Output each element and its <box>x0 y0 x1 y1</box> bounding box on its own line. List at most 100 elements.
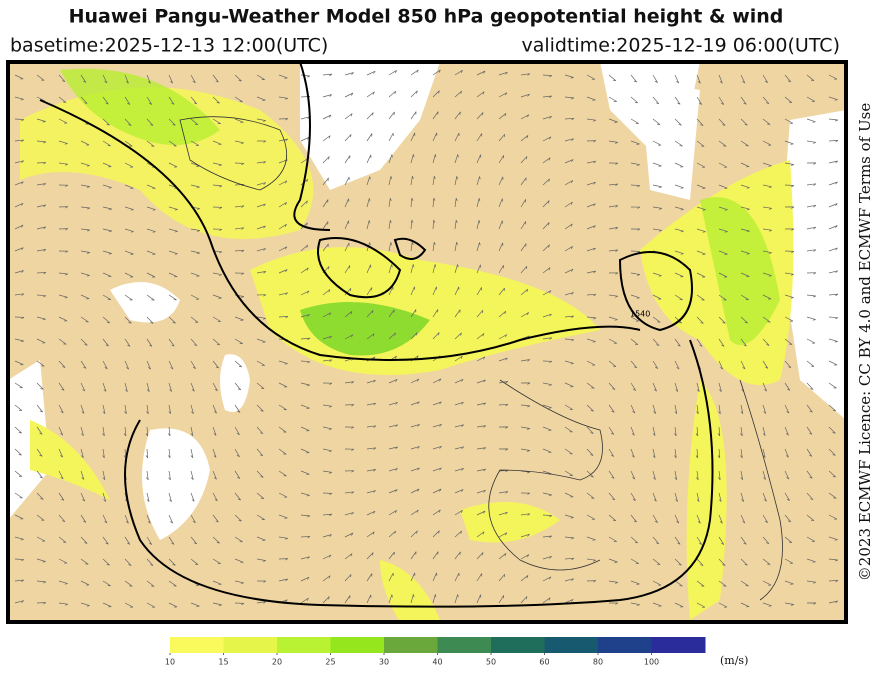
wind-arrow <box>652 206 663 210</box>
wind-arrow <box>124 316 132 324</box>
wind-arrow <box>718 206 728 211</box>
wind-arrow <box>432 423 442 428</box>
wind-arrow <box>608 74 617 82</box>
wind-arrow <box>586 580 597 583</box>
wind-arrow <box>344 404 355 407</box>
wind-arrow <box>366 469 377 472</box>
wind-arrow <box>102 382 107 392</box>
wind-arrow <box>14 118 25 122</box>
wind-arrow <box>344 92 354 98</box>
wind-arrow <box>520 533 530 538</box>
colorbar-segment <box>544 637 599 653</box>
wind-arrow <box>828 558 839 562</box>
wind-arrow <box>806 162 817 165</box>
wind-arrow <box>124 140 133 147</box>
wind-arrow <box>674 272 684 278</box>
wind-arrow <box>652 426 656 436</box>
colorbar-tick-label: 30 <box>379 658 389 667</box>
wind-arrow <box>828 470 836 478</box>
wind-arrow <box>609 602 619 605</box>
wind-arrow <box>212 602 222 607</box>
wind-arrow <box>718 118 726 126</box>
wind-arrow <box>146 74 151 84</box>
wind-arrow <box>102 426 105 437</box>
wind-arrow <box>344 553 353 560</box>
wind-arrow <box>762 558 771 565</box>
wind-arrow <box>344 72 354 76</box>
wind-arrow <box>674 338 681 347</box>
wind-arrow <box>564 246 574 252</box>
wind-arrow <box>212 206 223 210</box>
wind-arrow <box>278 118 289 121</box>
wind-arrow <box>454 309 461 318</box>
wind-arrow <box>454 111 461 120</box>
wind-arrow <box>146 184 156 190</box>
wind-arrow <box>608 227 619 230</box>
wind-arrow <box>696 602 706 608</box>
wind-arrow <box>454 219 458 230</box>
wind-arrow <box>542 178 550 186</box>
wind-arrow <box>300 200 308 208</box>
wind-arrow <box>498 532 508 538</box>
wind-arrow <box>498 448 509 451</box>
wind-arrow <box>190 558 199 566</box>
wind-arrow <box>564 492 574 498</box>
wind-arrow <box>366 333 375 340</box>
wind-arrow <box>388 90 397 98</box>
wind-arrow <box>652 360 659 369</box>
wind-arrow <box>564 96 575 100</box>
wind-arrow <box>80 470 85 480</box>
wind-arrow <box>190 426 194 437</box>
wind-arrow <box>256 536 266 541</box>
wind-arrow <box>564 159 574 164</box>
wind-arrow <box>344 491 355 494</box>
wind-arrow <box>586 225 596 230</box>
wind-arrow <box>432 90 440 98</box>
wind-arrow <box>564 470 573 476</box>
wind-arrow <box>36 316 46 321</box>
wind-arrow <box>586 181 596 186</box>
wind-arrow <box>102 74 108 84</box>
wind-arrow <box>322 199 329 208</box>
wind-arrow <box>190 162 200 167</box>
wind-arrow <box>586 470 594 478</box>
wind-arrow <box>190 470 194 480</box>
wind-arrow <box>366 379 376 384</box>
wind-arrow <box>190 602 200 607</box>
wind-arrow <box>564 223 573 230</box>
wind-arrow <box>696 250 706 255</box>
wind-arrow <box>498 403 509 407</box>
wind-arrow <box>520 135 529 142</box>
wind-arrow <box>784 558 794 564</box>
wind-arrow <box>718 360 724 370</box>
wind-arrow <box>520 448 531 452</box>
wind-arrow <box>454 241 458 252</box>
wind-arrow <box>366 510 376 516</box>
wind-arrow <box>498 553 507 560</box>
wind-arrow <box>366 402 377 406</box>
wind-arrow <box>36 294 47 298</box>
wind-arrow <box>344 155 351 164</box>
wind-arrow <box>234 426 240 436</box>
wind-arrow <box>344 334 354 340</box>
wind-arrow <box>344 448 355 451</box>
wind-arrow <box>322 575 331 582</box>
wind-arrow <box>520 221 527 230</box>
wind-arrow <box>828 426 836 434</box>
wind-arrow <box>190 404 194 414</box>
wind-arrow <box>300 448 310 454</box>
wind-arrow <box>762 404 767 414</box>
wind-arrow <box>234 96 243 103</box>
wind-arrow <box>256 338 266 343</box>
wind-arrow <box>146 514 151 524</box>
wind-arrow <box>718 338 725 347</box>
wind-arrow <box>762 162 772 167</box>
wind-arrow <box>124 580 133 587</box>
wind-arrow <box>652 272 662 277</box>
wind-arrow <box>322 156 330 164</box>
wind-arrow <box>740 184 750 189</box>
wind-arrow <box>828 404 837 412</box>
wind-arrow <box>454 401 464 406</box>
wind-arrow <box>454 286 460 296</box>
wind-arrow <box>344 198 350 208</box>
